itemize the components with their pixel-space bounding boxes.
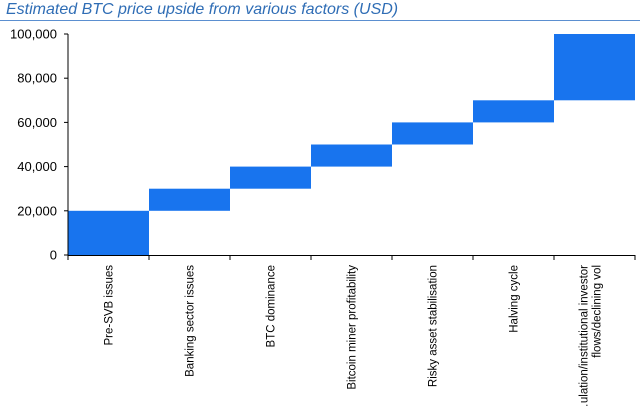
x-tick-label: Banking sector issues xyxy=(185,265,197,377)
x-tick-label: Halving cycle xyxy=(509,265,521,333)
y-tick-label: 100,000 xyxy=(10,27,57,42)
y-tick-label: 40,000 xyxy=(17,159,57,174)
bar-1 xyxy=(68,210,149,255)
bar-3 xyxy=(230,166,311,189)
y-tick-label: 20,000 xyxy=(17,203,57,218)
y-tick-label: 80,000 xyxy=(17,71,57,86)
bar-7 xyxy=(554,34,635,101)
chart-title: Estimated BTC price upside from various … xyxy=(6,1,399,18)
bar-4 xyxy=(311,144,392,167)
axes-layer xyxy=(64,33,636,260)
x-tick-label: …ulation/institutional investorflows/dec… xyxy=(579,265,604,406)
x-tick-label: Bitcoin miner profitability xyxy=(347,265,359,390)
x-tick-label: Pre-SVB issues xyxy=(104,265,116,346)
x-tick-label: BTC dominance xyxy=(266,265,278,347)
y-tick-label: 60,000 xyxy=(17,115,57,130)
y-tick-labels: 0 20,000 40,000 60,000 80,000 100,000 xyxy=(10,27,57,263)
title-underline xyxy=(0,20,640,21)
bar-2 xyxy=(149,188,230,211)
bars-layer xyxy=(68,34,635,255)
x-tick-labels: Pre-SVB issues Banking sector issues BTC d… xyxy=(104,265,604,406)
y-tick-label: 0 xyxy=(50,248,57,263)
x-tick-label: Risky asset stabilisation xyxy=(428,265,440,387)
bar-6 xyxy=(473,100,554,123)
bar-5 xyxy=(392,122,473,145)
